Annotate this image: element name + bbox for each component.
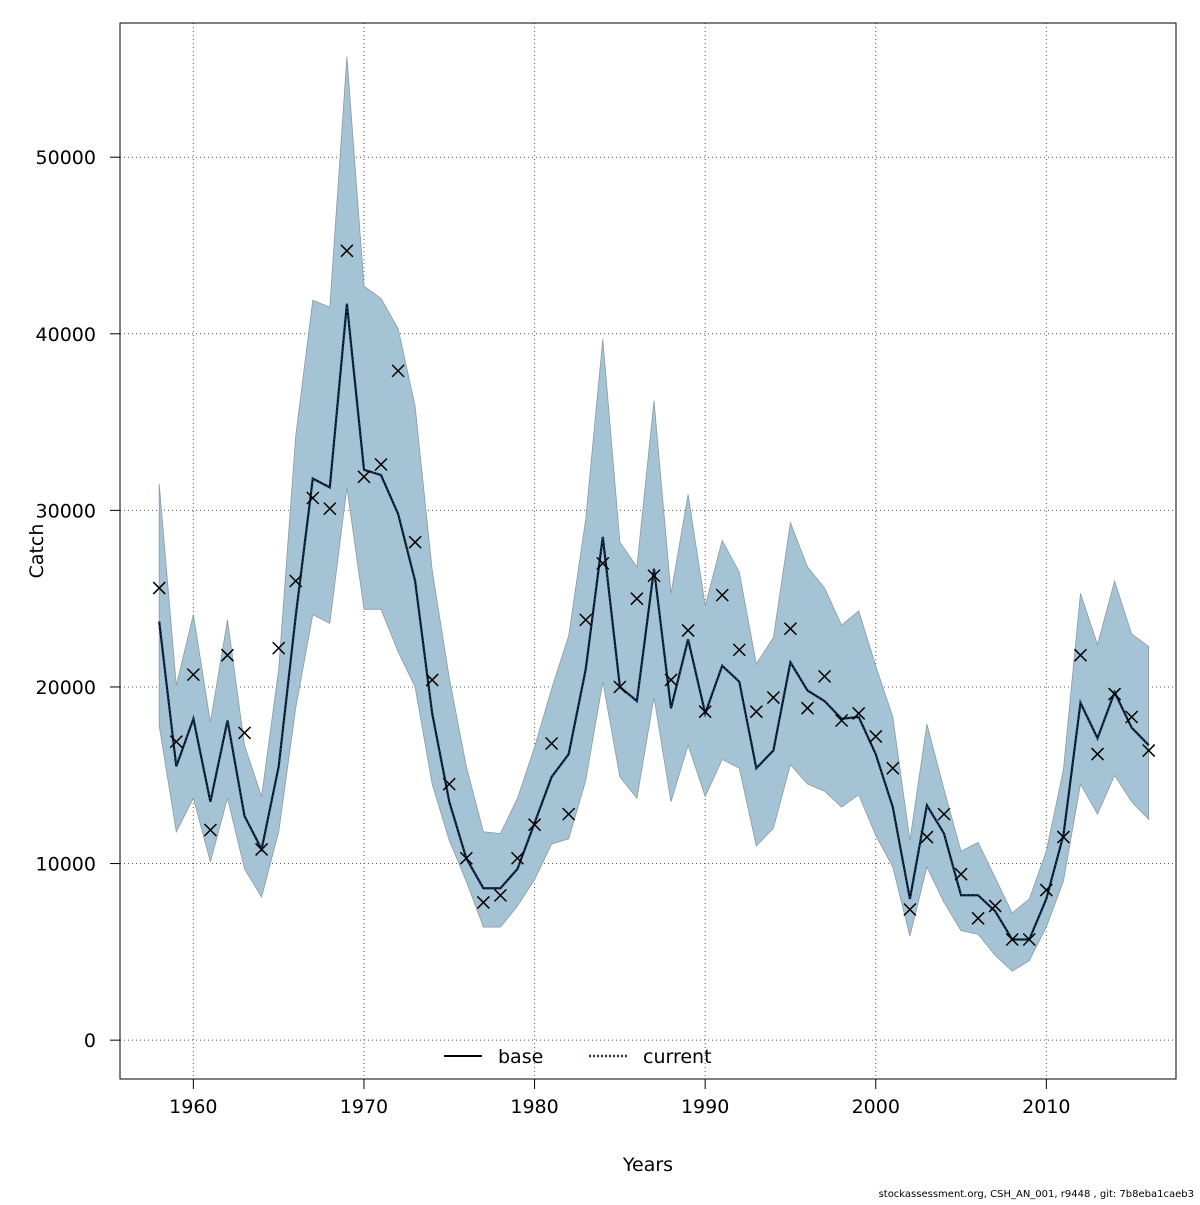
observed-marker-1958 <box>152 581 166 595</box>
legend-entry-base: base <box>444 1046 543 1068</box>
observed-marker-1986 <box>630 592 644 606</box>
legend-label-base: base <box>498 1046 543 1068</box>
observed-marker-1998 <box>835 713 849 728</box>
observed-marker-1988 <box>664 673 678 687</box>
observed-marker-1972 <box>391 364 405 378</box>
observed-marker-1973 <box>408 535 422 549</box>
y-tick-label-40000: 40000 <box>36 324 96 346</box>
observed-marker-1989 <box>681 623 695 637</box>
legend: base current <box>444 1046 712 1068</box>
observed-marker-1994 <box>766 691 780 705</box>
observed-marker-1992 <box>732 643 746 657</box>
observed-marker-2013 <box>1090 747 1105 761</box>
observed-marker-1993 <box>749 705 763 719</box>
observed-marker-1971 <box>374 457 388 472</box>
observed-marker-2011 <box>1056 830 1070 844</box>
observed-marker-1976 <box>459 851 473 865</box>
x-tick-label-1990: 1990 <box>681 1096 729 1118</box>
observed-markers-layer <box>152 244 1156 947</box>
observed-marker-2005 <box>954 867 968 881</box>
y-tick-label-30000: 30000 <box>36 500 96 522</box>
y-tick-label-20000: 20000 <box>36 677 96 699</box>
x-tick-label-2010: 2010 <box>1022 1096 1070 1118</box>
observed-marker-1995 <box>783 622 797 636</box>
observed-marker-2002 <box>903 902 917 917</box>
series-lines-layer <box>158 303 1150 941</box>
x-tick-label-1970: 1970 <box>340 1096 388 1118</box>
observed-marker-1983 <box>579 613 593 627</box>
observed-marker-1974 <box>425 673 439 687</box>
observed-marker-1982 <box>562 807 576 821</box>
confidence-band-layer <box>158 56 1150 972</box>
observed-marker-1960 <box>186 668 200 682</box>
observed-marker-1959 <box>169 735 183 749</box>
observed-marker-1987 <box>647 569 661 583</box>
observed-marker-2008 <box>1005 932 1019 947</box>
y-axis: 0 10000 20000 30000 40000 50000 <box>36 147 121 1052</box>
observed-marker-2007 <box>988 899 1002 913</box>
confidence-band <box>158 56 1150 972</box>
observed-marker-2014 <box>1108 687 1122 701</box>
observed-marker-2006 <box>971 911 985 925</box>
y-tick-label-50000: 50000 <box>36 147 96 169</box>
x-tick-label-1980: 1980 <box>510 1096 558 1118</box>
observed-marker-2016 <box>1142 744 1156 758</box>
observed-marker-1999 <box>852 706 866 720</box>
observed-marker-2004 <box>937 807 951 821</box>
observed-marker-1991 <box>715 588 729 602</box>
observed-marker-1990 <box>698 705 712 719</box>
observed-marker-1996 <box>800 701 815 715</box>
observed-marker-2003 <box>920 830 934 844</box>
observed-marker-1963 <box>238 726 252 740</box>
x-tick-label-1960: 1960 <box>169 1096 217 1118</box>
observed-marker-1975 <box>442 777 456 791</box>
observed-marker-1970 <box>357 470 371 484</box>
observed-marker-1964 <box>255 842 269 856</box>
y-tick-label-10000: 10000 <box>36 854 96 876</box>
observed-marker-1961 <box>203 823 217 837</box>
observed-marker-1968 <box>323 502 337 516</box>
observed-marker-1967 <box>306 491 320 505</box>
observed-marker-1997 <box>818 669 832 683</box>
observed-marker-2009 <box>1022 932 1036 947</box>
observed-marker-2012 <box>1073 648 1087 662</box>
series-line-current <box>158 303 1150 941</box>
observed-marker-1977 <box>476 895 490 909</box>
footer-credit: stockassessment.org, CSH_AN_001, r9448 ,… <box>879 1189 1194 1200</box>
x-axis: 1960 1970 1980 1990 2000 2010 <box>169 1078 1071 1118</box>
observed-marker-1966 <box>289 574 303 588</box>
observed-marker-2015 <box>1125 710 1139 724</box>
observed-marker-1981 <box>545 736 559 751</box>
legend-label-current: current <box>643 1046 712 1068</box>
observed-marker-2001 <box>886 761 900 775</box>
observed-marker-1965 <box>272 641 286 655</box>
observed-marker-1969 <box>340 244 354 258</box>
observed-marker-1984 <box>596 556 610 570</box>
observed-marker-1985 <box>613 680 627 694</box>
observed-marker-1979 <box>510 851 525 865</box>
observed-marker-2000 <box>869 729 883 743</box>
legend-entry-current: current <box>589 1046 712 1068</box>
x-tick-label-2000: 2000 <box>852 1096 900 1118</box>
y-axis-title: Catch <box>26 524 48 579</box>
observed-marker-2010 <box>1039 883 1053 897</box>
y-tick-label-0: 0 <box>84 1030 96 1052</box>
x-axis-title: Years <box>622 1154 673 1176</box>
observed-marker-1978 <box>493 888 507 902</box>
observed-marker-1962 <box>220 648 235 662</box>
observed-marker-1980 <box>528 818 542 832</box>
